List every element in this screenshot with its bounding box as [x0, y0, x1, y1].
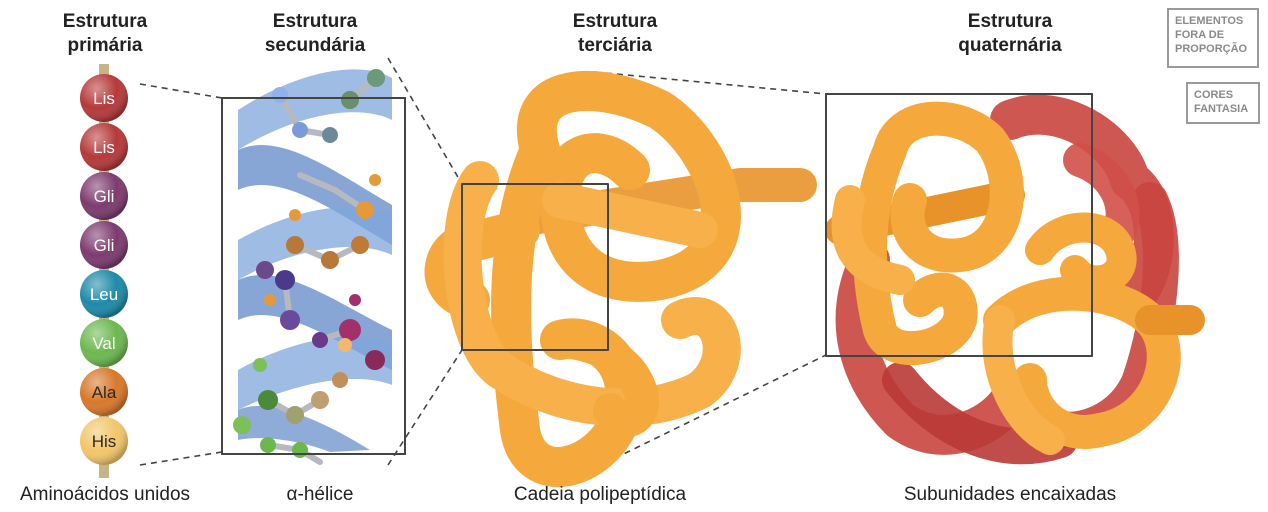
helix-frame — [221, 97, 406, 455]
amino-acid-bead: Leu — [80, 270, 128, 318]
amino-acid-shading — [80, 74, 128, 122]
quaternary-caption: Subunidades encaixadas — [903, 484, 1117, 505]
amino-acid-bead: Gli — [80, 221, 128, 269]
amino-acid-shading — [80, 319, 128, 367]
amino-acid-label: Leu — [90, 285, 118, 304]
primary-caption: Aminoácidos unidos — [19, 484, 191, 505]
tertiary-caption: Cadeia polipeptídica — [513, 484, 687, 505]
fantasy-colors-badge: CORES FANTASIA — [1186, 82, 1260, 124]
amino-acid-bead: His — [80, 417, 128, 465]
zoom-connectors — [139, 57, 827, 469]
amino-acid-bead: Lis — [80, 74, 128, 122]
amino-acid-shading — [80, 172, 128, 220]
amino-acid-bead: Lis — [80, 123, 128, 171]
secondary-structure-heading: Estrutura secundária — [264, 11, 366, 56]
amino-acid-label: Gli — [94, 236, 115, 255]
protein-subunits — [825, 93, 1205, 465]
secondary-caption: α-hélice — [286, 484, 354, 505]
out-of-scale-badge: ELEMENTOS FORA DE PROPORÇÃO — [1167, 8, 1259, 68]
primary-structure-heading: Estrutura primária — [62, 11, 148, 56]
amino-acid-chain: Lis Lis Gli Gli Leu Val Ala His — [80, 64, 128, 478]
tertiary-structure-heading: Estrutura terciária — [572, 11, 658, 56]
quaternary-structure-heading: Estrutura quaternária — [958, 11, 1062, 56]
amino-acid-label: Lis — [93, 89, 115, 108]
amino-acid-bead: Ala — [80, 368, 128, 416]
amino-acid-label: Gli — [94, 187, 115, 206]
amino-acid-label: Lis — [93, 138, 115, 157]
amino-acid-label: Ala — [92, 383, 117, 402]
quaternary-zoom-frame — [825, 93, 1093, 357]
amino-acid-shading — [80, 368, 128, 416]
polypeptide-chain — [424, 70, 817, 487]
amino-acid-bead: Gli — [80, 172, 128, 220]
alpha-helix — [221, 69, 406, 465]
amino-acid-shading — [80, 417, 128, 465]
amino-acid-label: Val — [92, 334, 115, 353]
amino-acid-shading — [80, 270, 128, 318]
amino-acid-shading — [80, 221, 128, 269]
amino-acid-shading — [80, 123, 128, 171]
tertiary-zoom-frame — [461, 183, 609, 351]
amino-acid-label: His — [92, 432, 117, 451]
amino-acid-bead: Val — [80, 319, 128, 367]
